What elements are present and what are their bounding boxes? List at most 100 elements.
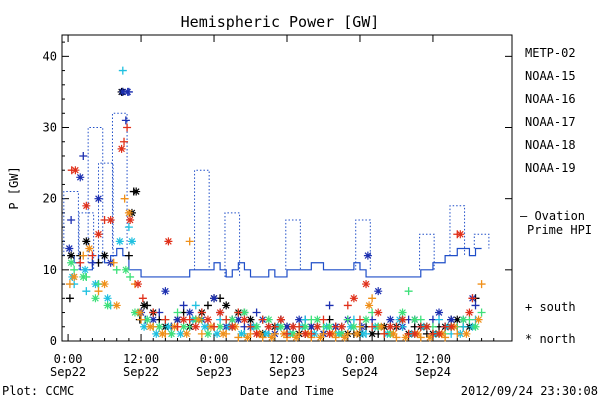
- point-north: [246, 315, 255, 324]
- point-north: [222, 301, 231, 310]
- point-north: [164, 322, 173, 331]
- point-north: [203, 329, 212, 338]
- point-north: [82, 237, 91, 246]
- point-north: [130, 308, 139, 317]
- point-north: [398, 308, 407, 317]
- point-north: [185, 308, 194, 317]
- point-south: [65, 280, 74, 289]
- ovation-spike: [111, 112, 128, 249]
- point-south: [70, 265, 79, 274]
- point-north: [474, 315, 483, 324]
- point-north: [124, 208, 133, 217]
- x-axis: 0:00Sep2212:00Sep220:00Sep2312:00Sep230:…: [50, 35, 495, 379]
- point-north: [289, 322, 298, 331]
- point-north: [79, 272, 88, 281]
- legend-series-label: NOAA-19: [525, 161, 576, 175]
- point-north: [164, 237, 173, 246]
- point-north: [143, 315, 152, 324]
- point-south: [471, 301, 480, 310]
- point-north: [127, 237, 136, 246]
- plot-frame: [61, 34, 513, 342]
- point-north: [386, 322, 395, 331]
- x-tick-date: Sep24: [342, 365, 378, 379]
- point-north: [117, 144, 126, 153]
- point-south: [161, 315, 170, 324]
- point-north: [386, 315, 395, 324]
- point-north: [179, 315, 188, 324]
- point-north: [283, 322, 291, 331]
- point-north: [435, 329, 444, 338]
- point-north: [349, 322, 358, 331]
- point-north: [67, 251, 76, 260]
- point-south: [79, 151, 88, 160]
- ovation-spike: [97, 162, 114, 263]
- point-north: [295, 315, 304, 324]
- point-north: [228, 322, 237, 331]
- point-south: [120, 194, 129, 203]
- point-north: [340, 333, 349, 342]
- point-north: [289, 329, 298, 338]
- point-north: [167, 329, 176, 338]
- point-north: [112, 301, 121, 310]
- legend-series-label: NOAA-15: [525, 69, 576, 83]
- point-north: [140, 322, 149, 331]
- point-south: [210, 322, 219, 331]
- point-north: [65, 244, 74, 253]
- point-north: [267, 333, 276, 342]
- x-tick-date: Sep22: [123, 365, 159, 379]
- point-north: [234, 315, 243, 324]
- ovation-spike: [419, 233, 435, 270]
- point-south: [435, 315, 444, 324]
- point-north: [362, 315, 371, 324]
- point-south: [343, 315, 352, 324]
- chart-title: Hemispheric Power [GW]: [181, 13, 380, 31]
- point-north: [161, 287, 170, 296]
- ovation-spike: [63, 191, 79, 256]
- x-tick-date: Sep22: [50, 365, 86, 379]
- point-north: [389, 329, 398, 338]
- point-south: [453, 329, 462, 338]
- point-south: [185, 237, 194, 246]
- point-north: [368, 329, 377, 338]
- point-north: [374, 308, 383, 317]
- point-north: [91, 294, 100, 303]
- y-tick-label: 0: [50, 334, 57, 348]
- point-north: [173, 315, 182, 324]
- legend-series-label: METP-02: [525, 46, 576, 60]
- point-north: [435, 308, 444, 317]
- point-north: [422, 322, 431, 331]
- point-north: [67, 258, 76, 267]
- point-north: [103, 301, 112, 310]
- x-tick-time: 12:00: [269, 352, 305, 366]
- x-tick-date: Sep23: [269, 365, 305, 379]
- point-north: [363, 251, 372, 260]
- point-south: [67, 216, 76, 225]
- point-north: [200, 322, 209, 331]
- point-south: [234, 308, 243, 317]
- point-north: [228, 315, 237, 324]
- point-north: [155, 322, 164, 331]
- legend-south-marker: + south: [525, 300, 576, 314]
- ovation-series: [63, 112, 490, 278]
- point-north: [362, 280, 371, 289]
- point-south: [149, 308, 158, 317]
- point-north: [140, 301, 149, 310]
- point-north: [81, 265, 90, 274]
- point-north: [307, 322, 316, 331]
- point-south: [191, 301, 200, 310]
- legend-series-label: NOAA-17: [525, 115, 576, 129]
- y-tick-label: 10: [43, 263, 57, 277]
- point-north: [292, 333, 301, 342]
- point-north: [401, 333, 410, 342]
- point-south: [82, 287, 91, 296]
- point-north: [465, 308, 474, 317]
- point-north: [276, 322, 285, 331]
- x-tick-date: Sep23: [196, 365, 232, 379]
- point-north: [100, 251, 109, 260]
- point-south: [121, 116, 130, 125]
- point-south: [197, 329, 206, 338]
- point-south: [355, 315, 364, 324]
- y-tick-label: 30: [43, 121, 57, 135]
- point-north: [374, 287, 383, 296]
